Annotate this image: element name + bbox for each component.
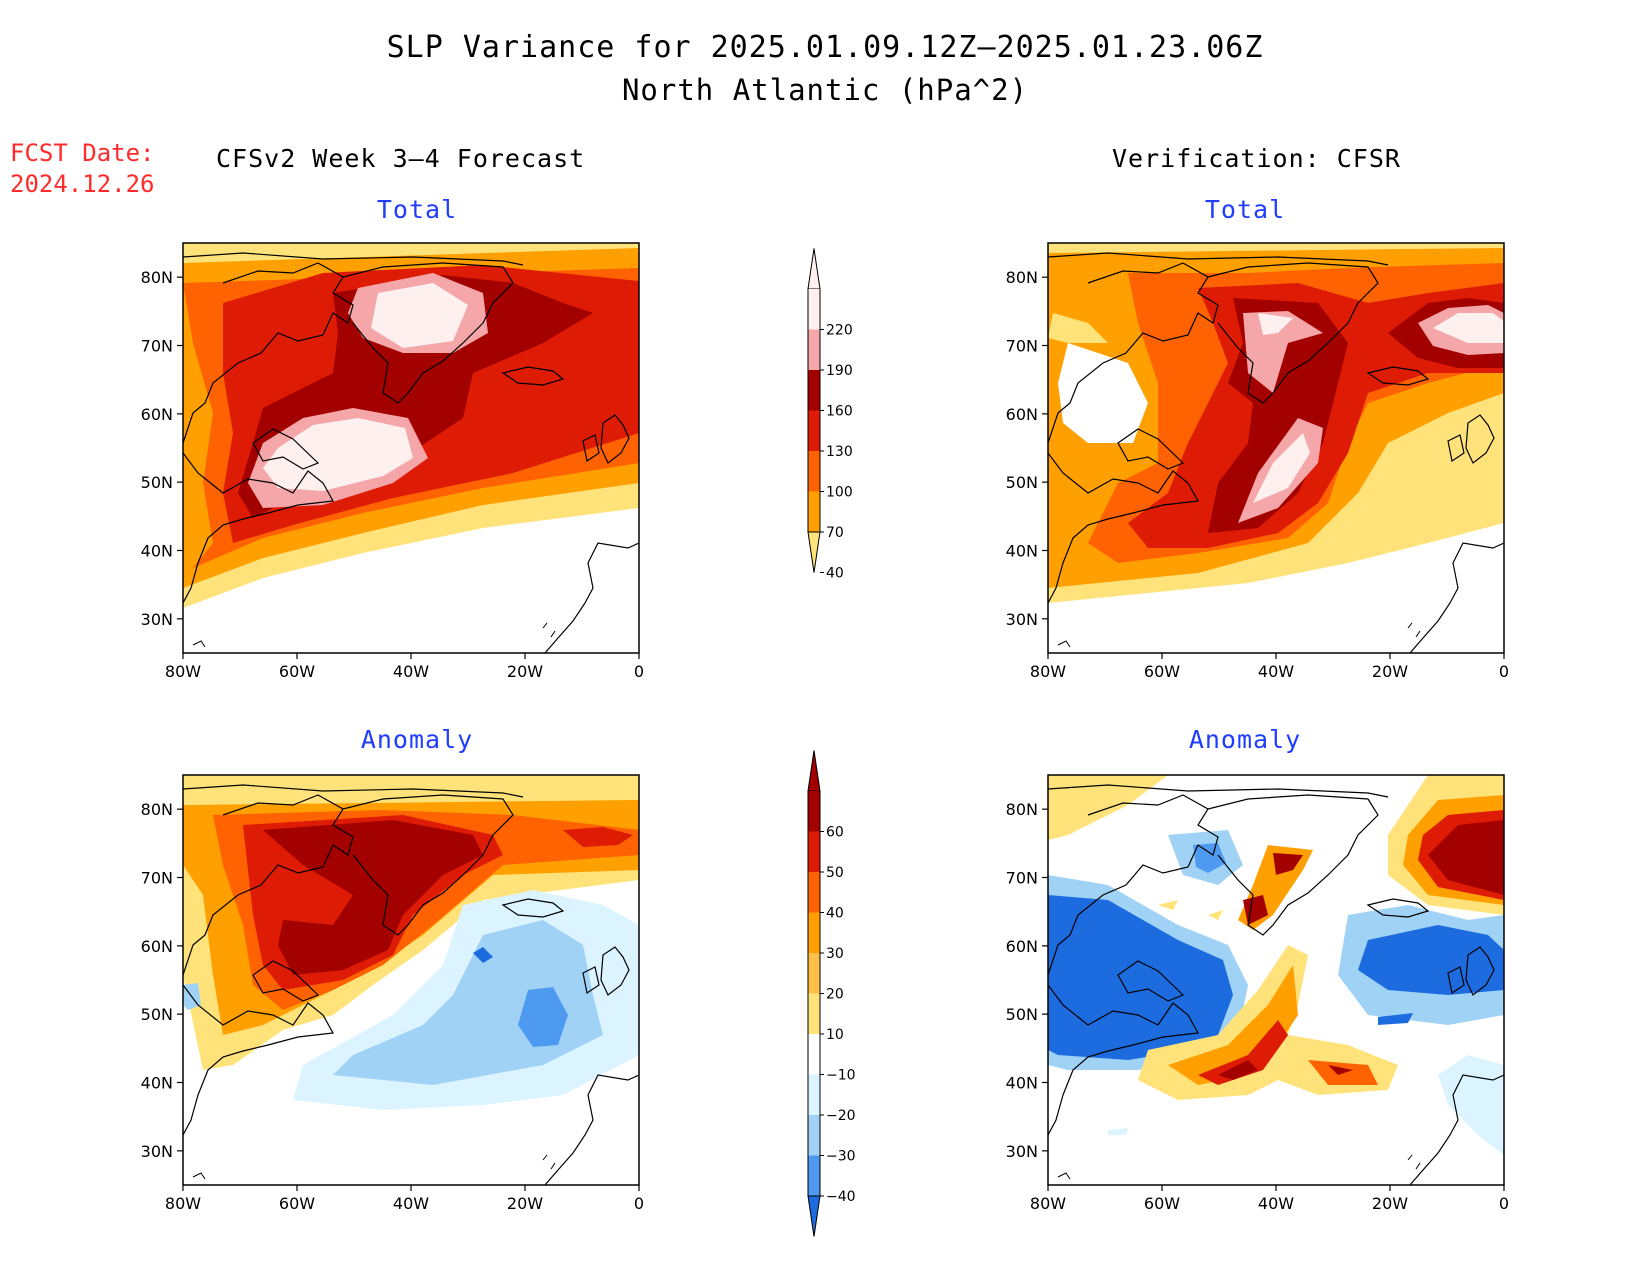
lon-tick-label: 0 bbox=[1499, 1194, 1509, 1213]
colorbar-segment bbox=[808, 791, 820, 832]
lat-tick-label: 60N bbox=[1006, 937, 1038, 956]
lon-tick-label: 60W bbox=[1144, 1194, 1180, 1213]
colorbar-level-label: 40 bbox=[826, 906, 844, 922]
map-panel-verification-total bbox=[1047, 242, 1505, 654]
colorbar-level-label: 60 bbox=[826, 825, 844, 841]
colorbar-segment bbox=[808, 912, 820, 953]
colorbar-bottom-arrow bbox=[807, 531, 821, 573]
lat-tick-label: 30N bbox=[1006, 610, 1038, 629]
lon-tick-label: 60W bbox=[1144, 662, 1180, 681]
map-panel-verification-anomaly bbox=[1047, 774, 1505, 1186]
colorbar-level-label: 10 bbox=[826, 1027, 844, 1043]
lon-tick-label: 40W bbox=[1258, 662, 1294, 681]
colorbar-level-label: −20 bbox=[826, 1108, 856, 1124]
colorbar-segment bbox=[808, 451, 820, 492]
lat-tick-label: 60N bbox=[141, 937, 173, 956]
colorbar-level-label: 70 bbox=[826, 525, 844, 541]
colorbar-bottom-arrow bbox=[807, 1195, 821, 1237]
lat-tick-label: 50N bbox=[1006, 473, 1038, 492]
colorbar-level-label: 220 bbox=[826, 323, 853, 339]
lon-tick-label: 20W bbox=[507, 1194, 543, 1213]
colorbar-segment bbox=[808, 1155, 820, 1196]
panel-title-verification-anomaly: Anomaly bbox=[1188, 725, 1302, 754]
colorbar-segment bbox=[808, 410, 820, 451]
colorbar-level-label: 190 bbox=[826, 363, 853, 379]
lat-tick-label: 50N bbox=[141, 473, 173, 492]
lat-tick-label: 40N bbox=[1006, 542, 1038, 561]
colorbar-level-label: −10 bbox=[826, 1068, 856, 1084]
lon-tick-label: 0 bbox=[1499, 662, 1509, 681]
lat-tick-label: 80N bbox=[1006, 268, 1038, 287]
colorbar-level-label: 100 bbox=[826, 485, 853, 501]
lon-tick-label: 0 bbox=[634, 1194, 644, 1213]
axes-layer: 80N 70N 60N 50N 40N 30N 80W 60W 40W 20W 0 80N 70N 60N… bbox=[141, 268, 1509, 1213]
lat-tick-label: 60N bbox=[1006, 405, 1038, 424]
colorbar-segment bbox=[808, 1074, 820, 1115]
map-panel-forecast-total bbox=[182, 242, 640, 654]
main-title: SLP Variance for 2025.01.09.12Z–2025.01.… bbox=[386, 30, 1264, 65]
colorbar-top-arrow bbox=[807, 750, 821, 792]
colorbar-level-label: 50 bbox=[826, 865, 844, 881]
lat-tick-label: 80N bbox=[141, 268, 173, 287]
lat-tick-label: 40N bbox=[141, 1074, 173, 1093]
fcst-date-value: 2024.12.26 bbox=[10, 170, 155, 198]
colorbar-level-label: 30 bbox=[826, 946, 844, 962]
colorbar-segment bbox=[808, 1115, 820, 1156]
region-units-subtitle: North Atlantic (hPa^2) bbox=[621, 73, 1029, 107]
lat-tick-label: 80N bbox=[141, 800, 173, 819]
lon-tick-label: 80W bbox=[165, 662, 201, 681]
lat-tick-label: 80N bbox=[1006, 800, 1038, 819]
colorbar-segment bbox=[808, 491, 820, 532]
lon-tick-label: 40W bbox=[1258, 1194, 1294, 1213]
lon-tick-label: 60W bbox=[279, 1194, 315, 1213]
colorbar-segment bbox=[808, 993, 820, 1034]
lat-tick-label: 70N bbox=[1006, 869, 1038, 888]
lon-tick-label: 80W bbox=[1030, 1194, 1066, 1213]
lon-tick-label: 20W bbox=[507, 662, 543, 681]
colorbar-segment bbox=[808, 370, 820, 411]
colorbar-top-arrow bbox=[807, 248, 821, 290]
colorbar-level-label: 130 bbox=[826, 444, 853, 460]
map-panel-forecast-anomaly bbox=[182, 774, 640, 1186]
lon-tick-label: 20W bbox=[1372, 662, 1408, 681]
lat-tick-label: 30N bbox=[141, 610, 173, 629]
lat-tick-label: 40N bbox=[1006, 1074, 1038, 1093]
colorbar-segment bbox=[808, 1034, 820, 1075]
lon-tick-label: 40W bbox=[393, 1194, 429, 1213]
colorbar-level-label: 20 bbox=[826, 987, 844, 1003]
lat-tick-label: 60N bbox=[141, 405, 173, 424]
panel-title-verification-total: Total bbox=[1204, 195, 1286, 224]
forecast-column-title: CFSv2 Week 3–4 Forecast bbox=[216, 144, 586, 173]
colorbar-level-label: −40 bbox=[826, 1189, 856, 1205]
colorbar-level-label: −30 bbox=[826, 1149, 856, 1165]
lat-tick-label: 30N bbox=[141, 1142, 173, 1161]
lat-tick-label: 70N bbox=[1006, 337, 1038, 356]
colorbar-level-label: 160 bbox=[826, 404, 853, 420]
colorbar-segment bbox=[808, 953, 820, 994]
lon-tick-label: 20W bbox=[1372, 1194, 1408, 1213]
lat-tick-label: 70N bbox=[141, 869, 173, 888]
colorbar-total: 220 190 160 130 100 70 40 bbox=[807, 248, 853, 582]
lon-tick-label: 60W bbox=[279, 662, 315, 681]
lon-tick-label: 0 bbox=[634, 662, 644, 681]
fcst-date-label: FCST Date: bbox=[10, 139, 155, 167]
lat-tick-label: 30N bbox=[1006, 1142, 1038, 1161]
colorbar-segment bbox=[808, 872, 820, 913]
panel-title-forecast-anomaly: Anomaly bbox=[360, 725, 474, 754]
colorbar-anomaly: 60 50 40 30 20 10 −10 −20 −30 −40 bbox=[807, 750, 856, 1237]
colorbar-level-label: 40 bbox=[826, 566, 844, 582]
lat-tick-label: 40N bbox=[141, 542, 173, 561]
lon-tick-label: 80W bbox=[1030, 662, 1066, 681]
lat-tick-label: 50N bbox=[141, 1005, 173, 1024]
colorbar-segment bbox=[808, 329, 820, 370]
colorbar-segment bbox=[808, 831, 820, 872]
lat-tick-label: 70N bbox=[141, 337, 173, 356]
verification-column-title: Verification: CFSR bbox=[1112, 144, 1401, 173]
panel-title-forecast-total: Total bbox=[376, 195, 458, 224]
lat-tick-label: 50N bbox=[1006, 1005, 1038, 1024]
colorbar-segment bbox=[808, 289, 820, 330]
lon-tick-label: 80W bbox=[165, 1194, 201, 1213]
lon-tick-label: 40W bbox=[393, 662, 429, 681]
